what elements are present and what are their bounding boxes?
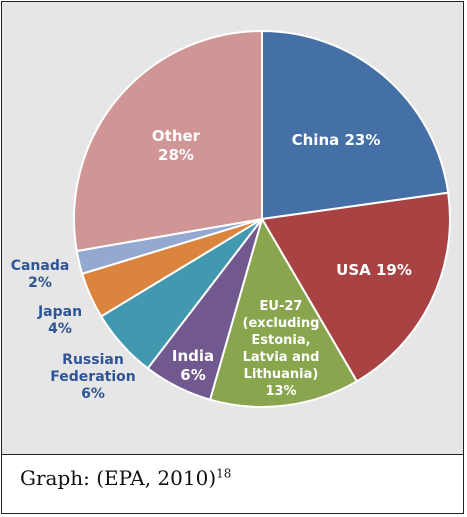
pie-slice-usa <box>260 191 451 383</box>
slice-label-japan: Japan 4% <box>37 304 82 337</box>
pie-slice-other <box>73 29 263 253</box>
slice-label-canada: Canada 2% <box>11 258 70 291</box>
caption-superscript: 18 <box>216 466 232 481</box>
slice-label-russian: Russian Federation 6% <box>50 352 135 402</box>
figure-caption: Graph: (EPA, 2010)18 <box>20 466 231 490</box>
slice-label-india: India 6% <box>172 347 214 384</box>
slice-label-china: China 23% <box>292 131 381 149</box>
pie-slice-china <box>261 29 450 221</box>
pie-chart: China 23% USA 19% EU-27 (excluding Estonia, L… <box>11 29 451 408</box>
slice-label-usa: USA 19% <box>336 261 412 279</box>
caption-text: Graph: (EPA, 2010) <box>20 466 217 490</box>
slice-label-eu-27: EU-27 (excluding Estonia, Latvia and Lithuan… <box>243 299 320 399</box>
pie-slice-eu-27 <box>208 216 359 408</box>
chart-panel: China 23% USA 19% EU-27 (excluding Estonia, L… <box>2 2 463 455</box>
slice-label-other: Other 28% <box>152 127 201 164</box>
